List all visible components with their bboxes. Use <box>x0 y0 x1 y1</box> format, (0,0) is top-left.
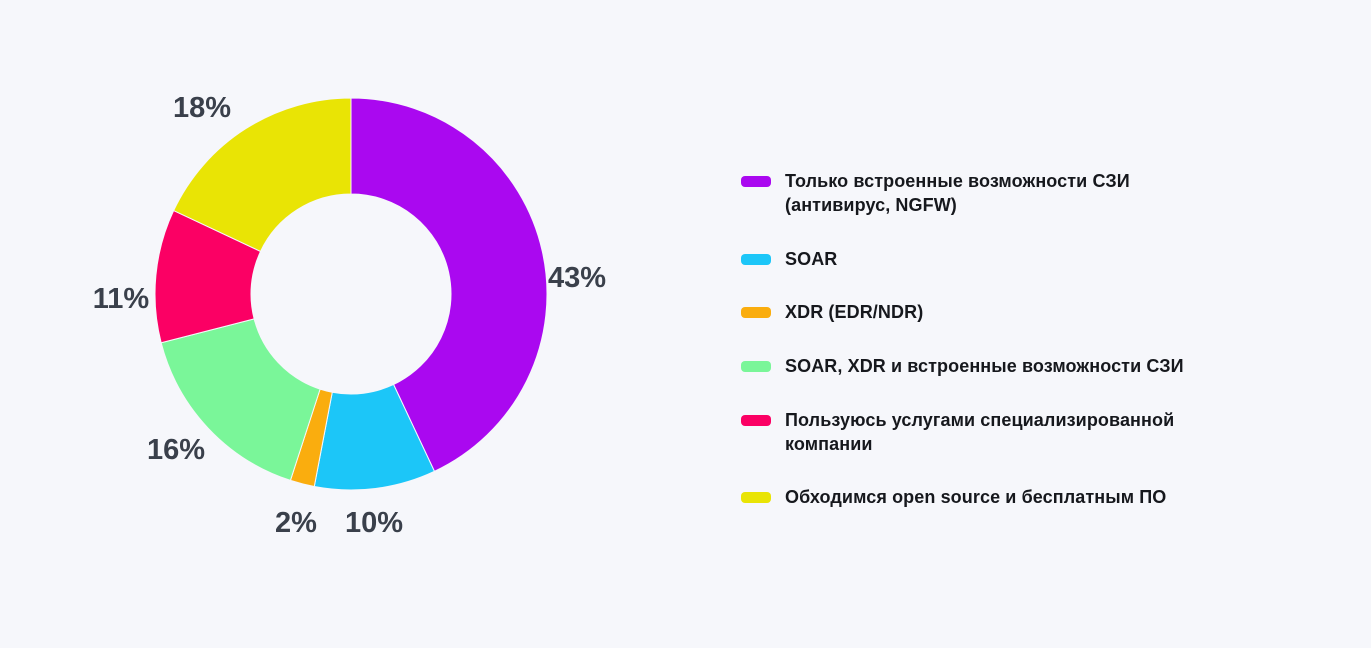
legend-label: Только встроенные возможности СЗИ (антив… <box>785 171 1130 215</box>
donut-chart-svg: 43% 10% 2% 16% 11% 18% <box>93 92 606 539</box>
legend-label: Обходимся open source и бесплатным ПО <box>785 487 1167 508</box>
legend-swatch-icon <box>741 307 771 319</box>
slice-percent-label-open-source: 18% <box>173 92 231 124</box>
legend-label: SOAR, XDR и встроенные возможности СЗИ <box>785 356 1184 376</box>
legend-label: SOAR <box>785 248 838 269</box>
donut-slice-builtin-szi <box>350 97 548 473</box>
slice-percent-label-xdr: 2% <box>275 507 317 539</box>
legend-label: XDR (EDR/NDR) <box>785 302 924 323</box>
slice-percent-label-builtin-szi: 43% <box>548 262 606 294</box>
legend-swatch-icon <box>741 361 771 372</box>
legend-label: Пользуюсь услугами специализированной ко… <box>785 409 1175 454</box>
slice-percent-label-soar-xdr-szi: 16% <box>147 434 205 466</box>
donut-slice-open-source <box>172 97 352 253</box>
legend-swatch-icon <box>741 253 771 265</box>
legend-item: SOAR <box>741 248 1281 272</box>
slice-percent-label-outsourced: 11% <box>93 283 150 315</box>
legend-item: SOAR, XDR и встроенные возможности СЗИ <box>741 355 1281 379</box>
legend-swatch-icon <box>741 414 771 426</box>
legend-item: Обходимся open source и бесплатным ПО <box>741 486 1281 510</box>
legend-item: XDR (EDR/NDR) <box>741 301 1281 325</box>
legend-item: Только встроенные возможности СЗИ (антив… <box>741 170 1281 218</box>
legend: Только встроенные возможности СЗИ (антив… <box>741 170 1281 510</box>
legend-swatch-icon <box>741 176 771 187</box>
legend-item: Пользуюсь услугами специализированной ко… <box>741 409 1281 457</box>
slice-percent-label-soar: 10% <box>345 507 403 539</box>
legend-swatch-icon <box>741 492 771 504</box>
